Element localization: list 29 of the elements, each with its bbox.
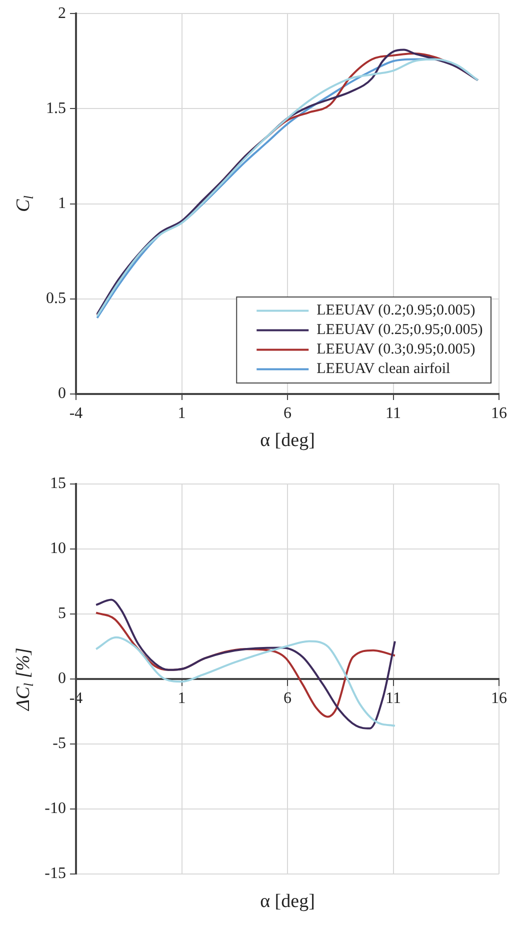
y-tick-label: -10 (44, 800, 66, 818)
legend-label: LEEUAV (0.3;0.95;0.005) (316, 342, 476, 358)
x-axis-title: α [deg] (260, 890, 315, 912)
x-tick-label: 1 (178, 404, 186, 422)
legend-label: LEEUAV clean airfoil (316, 361, 450, 378)
y-tick-label: 0.5 (46, 290, 66, 308)
x-tick-label: -4 (69, 404, 83, 422)
x-tick-label: 6 (284, 690, 292, 707)
y-axis-title: Cl (13, 195, 36, 212)
x-tick-label: 16 (491, 690, 507, 707)
y-tick-label: -15 (44, 865, 66, 882)
legend-label: LEEUAV (0.2;0.95;0.005) (316, 302, 476, 319)
y-axis-title: ΔCl [%] (13, 648, 36, 712)
x-tick-label: 1 (178, 690, 186, 707)
y-tick-label: 0 (58, 385, 66, 402)
y-tick-label: 15 (50, 475, 66, 492)
y-tick-label: 5 (58, 605, 66, 622)
y-tick-label: 1.5 (46, 100, 66, 117)
legend-label: LEEUAV (0.25;0.95;0.005) (316, 322, 483, 338)
x-tick-label: 16 (491, 404, 507, 422)
y-tick-label: 1 (58, 195, 66, 212)
x-axis-title: α [deg] (260, 430, 315, 451)
y-tick-label: 10 (50, 540, 66, 558)
y-tick-label: 0 (58, 670, 66, 688)
y-tick-label: -5 (52, 735, 66, 752)
y-tick-label: 2 (58, 4, 66, 22)
x-tick-label: 11 (386, 404, 401, 422)
x-tick-label: 11 (386, 690, 401, 707)
x-tick-label: 6 (284, 404, 292, 422)
